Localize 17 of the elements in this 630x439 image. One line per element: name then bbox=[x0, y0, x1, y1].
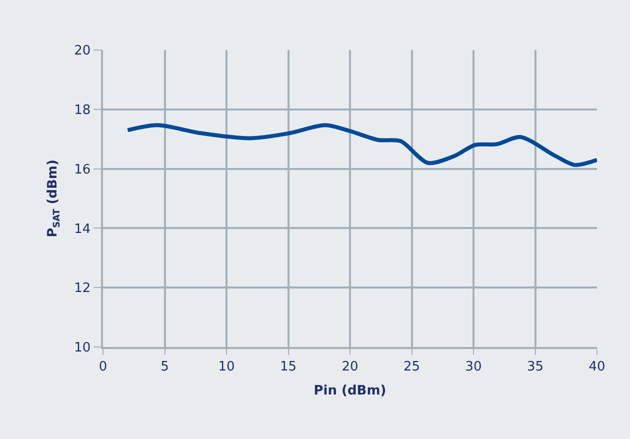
y-tick-label: 16 bbox=[74, 162, 91, 178]
y-tick-label: 12 bbox=[74, 281, 91, 296]
x-tick-label: 20 bbox=[342, 359, 358, 374]
x-tick-label: 5 bbox=[160, 359, 169, 374]
x-tick-label: 0 bbox=[98, 359, 108, 374]
x-tick-label: 10 bbox=[218, 359, 235, 374]
x-tick-label: 25 bbox=[403, 359, 420, 374]
x-tick-label: 40 bbox=[588, 359, 606, 374]
y-tick-label: 10 bbox=[74, 340, 91, 356]
x-axis-title: Pin (dBm) bbox=[314, 383, 386, 398]
x-tick-label: 15 bbox=[280, 359, 297, 374]
line-series bbox=[126, 123, 597, 167]
x-tick-label: 35 bbox=[526, 359, 544, 374]
y-tick-label: 18 bbox=[74, 102, 91, 118]
x-tick-label: 30 bbox=[465, 359, 482, 374]
y-tick-label: 20 bbox=[74, 44, 91, 59]
y-tick-label: 14 bbox=[74, 222, 91, 237]
